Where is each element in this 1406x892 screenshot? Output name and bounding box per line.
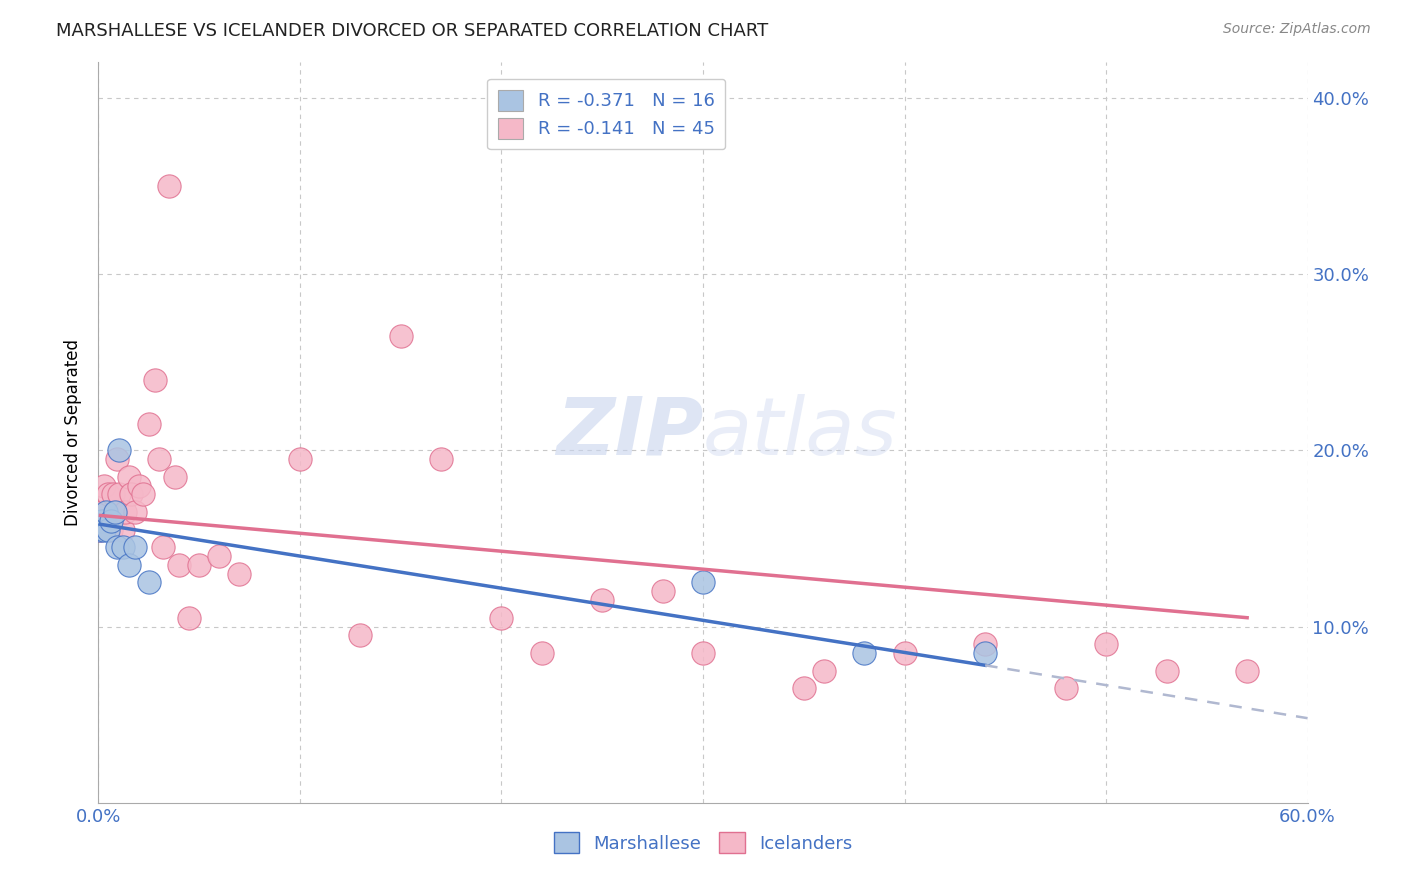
Point (118, 469, 141, 483)
Point (100, 514, 122, 528)
Point (97, 487, 120, 501)
Point (111, 523, 134, 537)
Point (96, 514, 118, 528)
Point (591, 593, 613, 607)
Point (132, 487, 155, 501)
Point (107, 443, 129, 458)
Point (793, 681, 815, 696)
Point (100, 523, 122, 537)
Y-axis label: Divorced or Separated: Divorced or Separated (65, 339, 83, 526)
Point (124, 540, 146, 554)
Point (103, 505, 125, 519)
Point (167, 558, 190, 572)
Point (91, 505, 114, 519)
Point (1095, 637, 1118, 651)
Point (651, 584, 673, 599)
Text: MARSHALLESE VS ICELANDER DIVORCED OR SEPARATED CORRELATION CHART: MARSHALLESE VS ICELANDER DIVORCED OR SEP… (56, 22, 769, 40)
Point (1236, 664, 1258, 678)
Point (124, 505, 146, 519)
Point (288, 452, 311, 467)
Point (120, 487, 142, 501)
Point (152, 540, 174, 554)
Point (692, 646, 714, 660)
Point (389, 328, 412, 343)
Point (530, 646, 553, 660)
Point (1054, 681, 1077, 696)
Point (228, 566, 250, 581)
Point (974, 646, 997, 660)
Point (1156, 664, 1178, 678)
Point (138, 575, 160, 590)
Point (128, 478, 150, 492)
Point (105, 540, 128, 554)
Point (93, 478, 115, 492)
Point (101, 487, 124, 501)
Point (114, 505, 136, 519)
Point (93, 523, 115, 537)
Point (138, 417, 160, 431)
Point (103, 505, 125, 519)
Text: atlas: atlas (703, 393, 898, 472)
Point (111, 540, 134, 554)
Point (148, 452, 170, 467)
Point (163, 469, 186, 483)
Point (893, 646, 915, 660)
Point (974, 637, 997, 651)
Text: ZIP: ZIP (555, 393, 703, 472)
Point (853, 646, 876, 660)
Point (208, 549, 231, 563)
Point (118, 558, 141, 572)
Point (143, 373, 166, 387)
Point (89, 523, 111, 537)
Point (107, 487, 129, 501)
Point (813, 664, 835, 678)
Point (105, 452, 128, 467)
Point (179, 610, 201, 624)
Legend: Marshallese, Icelanders: Marshallese, Icelanders (547, 825, 859, 861)
Point (692, 575, 714, 590)
Point (188, 558, 211, 572)
Point (89, 523, 111, 537)
Point (91, 514, 114, 528)
Point (97, 523, 120, 537)
Point (349, 628, 371, 642)
Text: Source: ZipAtlas.com: Source: ZipAtlas.com (1223, 22, 1371, 37)
Point (157, 178, 180, 193)
Point (96, 505, 118, 519)
Point (491, 610, 513, 624)
Point (430, 452, 453, 467)
